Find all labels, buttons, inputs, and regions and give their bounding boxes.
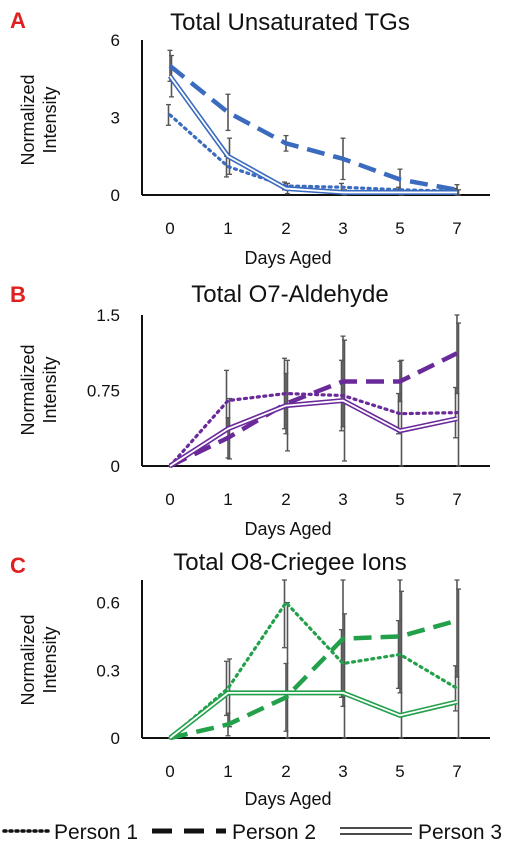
x-tick-label: 5 (395, 762, 404, 781)
series-line-person-3-inner (169, 691, 458, 739)
y-tick-label: 0 (111, 457, 120, 476)
y-tick-label: 0.6 (96, 594, 120, 613)
chart-title: Total O7-Aldehyde (191, 281, 388, 308)
y-axis-label-line: Normalized (18, 614, 38, 705)
x-tick-label: 2 (281, 219, 290, 238)
y-axis-label: Normalized Intensity (18, 614, 60, 705)
x-tick-label: 1 (223, 762, 232, 781)
y-tick-label: 0.75 (87, 382, 120, 401)
chart-title: Total O8-Criegee Ions (173, 549, 406, 576)
series-line-person-2 (169, 618, 458, 741)
x-tick-label: 3 (338, 762, 347, 781)
y-tick-label: 0 (111, 186, 120, 205)
chart-title: Total Unsaturated TGs (170, 9, 410, 36)
panel-c: C Total O8-Criegee Ions 0 0.3 0.6 0 1 2 3 5 7 Days … (10, 549, 490, 809)
x-axis-label: Days Aged (244, 789, 331, 809)
y-axis-label-line: Intensity (40, 626, 60, 693)
x-tick-label: 1 (223, 490, 232, 509)
series-line-person-3 (168, 398, 458, 469)
y-tick-label: 0.3 (96, 661, 120, 680)
x-tick-label: 3 (338, 219, 347, 238)
y-axis-label: Normalized Intensity (18, 74, 60, 165)
x-tick-label: 5 (395, 219, 404, 238)
panel-letter: B (10, 282, 26, 307)
x-tick-label: 0 (165, 490, 174, 509)
panel-b: B Total O7-Aldehyde 0 0.75 1.5 0 1 2 3 5 7 Days Age… (10, 281, 490, 539)
y-tick-label: 3 (111, 109, 120, 128)
series-line-person-3-inner (169, 75, 457, 194)
y-axis-label-line: Normalized (18, 74, 38, 165)
x-tick-label: 3 (338, 490, 347, 509)
x-axis-label: Days Aged (244, 248, 331, 268)
y-axis-label-line: Intensity (40, 356, 60, 423)
x-tick-label: 0 (165, 219, 174, 238)
x-tick-label: 7 (452, 762, 461, 781)
panel-letter: C (10, 553, 26, 578)
x-tick-label: 2 (281, 490, 290, 509)
x-tick-label: 2 (281, 762, 290, 781)
legend-label: Person 2 (232, 821, 316, 844)
legend-label: Person 3 (418, 821, 502, 844)
x-tick-label: 7 (452, 219, 461, 238)
y-axis-label-line: Normalized (18, 344, 38, 435)
series-line-person-3-inner (169, 399, 458, 467)
panel-letter: A (10, 8, 26, 33)
y-tick-label: 6 (111, 31, 120, 50)
y-tick-label: 1.5 (96, 306, 120, 325)
x-tick-label: 5 (395, 490, 404, 509)
legend-label: Person 1 (54, 821, 138, 844)
x-tick-label: 7 (452, 490, 461, 509)
y-tick-label: 0 (111, 729, 120, 748)
legend: Person 1 Person 2 Person 3 (2, 821, 502, 844)
series-line-person-2 (169, 351, 458, 469)
series-line-person-2 (168, 64, 458, 193)
y-axis-label: Normalized Intensity (18, 344, 60, 435)
y-axis-label-line: Intensity (40, 86, 60, 153)
series-line-person-1 (168, 391, 459, 468)
x-axis-label: Days Aged (244, 519, 331, 539)
series-line-person-1 (168, 600, 459, 740)
panel-a: A Total Unsaturated TGs 0 3 6 0 1 2 3 5 7 Days Aged… (10, 8, 490, 268)
x-tick-label: 0 (165, 762, 174, 781)
x-tick-label: 1 (223, 219, 232, 238)
